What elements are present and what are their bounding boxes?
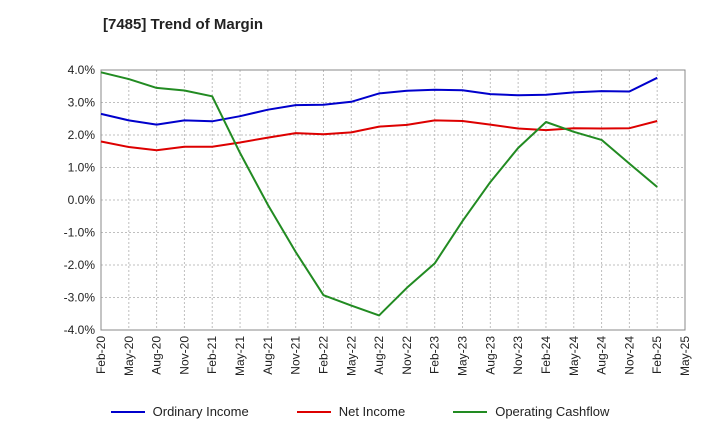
x-tick-label: May-24 <box>567 336 581 376</box>
x-tick-label: Aug-24 <box>595 336 609 375</box>
x-tick-label: Nov-20 <box>177 336 191 375</box>
x-tick-label: May-23 <box>456 336 470 376</box>
legend-item: Operating Cashflow <box>453 404 609 419</box>
x-tick-label: Aug-20 <box>150 336 164 375</box>
legend-label: Ordinary Income <box>152 404 249 419</box>
y-tick-label: -3.0% <box>64 291 96 305</box>
x-tick-label: Aug-21 <box>261 336 275 375</box>
legend-swatch <box>110 410 145 413</box>
x-tick-label: Feb-23 <box>428 336 442 374</box>
x-tick-label: May-25 <box>678 336 692 376</box>
legend-item: Net Income <box>296 404 406 419</box>
y-tick-label: 2.0% <box>68 128 96 142</box>
x-tick-label: Feb-25 <box>650 336 664 374</box>
y-tick-label: -1.0% <box>64 226 96 240</box>
y-tick-label: -2.0% <box>64 258 96 272</box>
y-tick-label: 1.0% <box>68 161 96 175</box>
x-tick-label: Nov-23 <box>511 336 525 375</box>
x-tick-label: Nov-21 <box>289 336 303 375</box>
x-tick-label: Feb-21 <box>205 336 219 374</box>
x-tick-label: Nov-24 <box>622 336 636 375</box>
legend-label: Operating Cashflow <box>495 404 610 419</box>
y-tick-label: -4.0% <box>64 323 96 337</box>
x-tick-label: Feb-20 <box>94 336 108 374</box>
legend: Ordinary Income Net Income Operating Cashf… <box>0 404 720 419</box>
legend-label: Net Income <box>338 404 406 419</box>
plot-area <box>100 69 686 331</box>
legend-swatch <box>453 410 488 413</box>
series-line-operating-cashflow <box>100 71 658 317</box>
legend-item: Ordinary Income <box>110 404 249 419</box>
x-tick-label: May-22 <box>344 336 358 376</box>
chart-title: [7485] Trend of Margin <box>103 16 264 33</box>
y-tick-label: 3.0% <box>68 96 96 110</box>
series-line-ordinary-income <box>100 76 658 126</box>
x-tick-label: May-20 <box>122 336 136 376</box>
x-tick-label: Aug-22 <box>372 336 386 375</box>
x-tick-label: May-21 <box>233 336 247 376</box>
x-tick-label: Nov-22 <box>400 336 414 375</box>
x-tick-label: Aug-23 <box>483 336 497 375</box>
y-tick-label: 4.0% <box>68 63 96 77</box>
y-tick-label: 0.0% <box>68 193 96 207</box>
x-tick-label: Feb-22 <box>316 336 330 374</box>
legend-swatch <box>296 410 331 413</box>
x-tick-label: Feb-24 <box>539 336 553 374</box>
